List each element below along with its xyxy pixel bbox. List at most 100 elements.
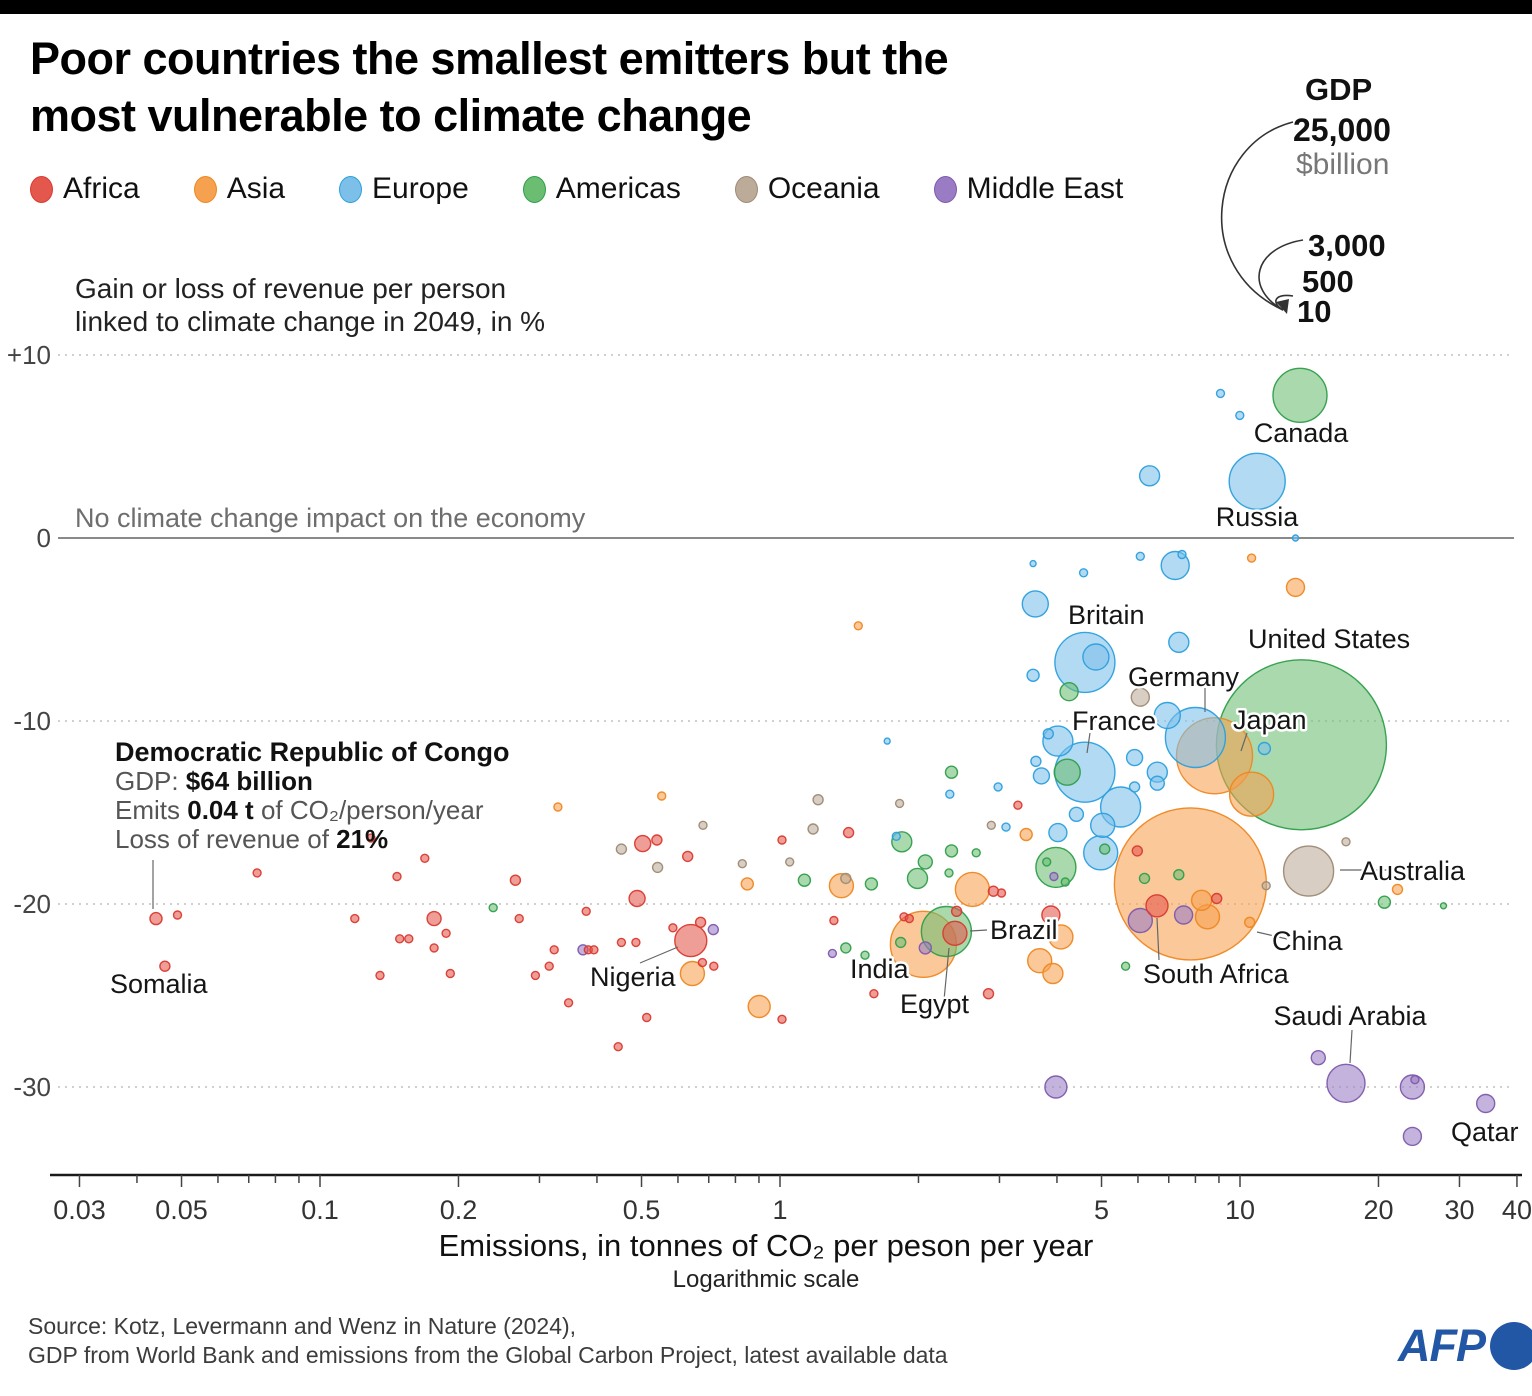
bubble	[860, 950, 870, 960]
bubble	[827, 948, 838, 959]
bubble	[904, 913, 914, 924]
bubble	[906, 867, 929, 890]
bubble	[1310, 1049, 1327, 1066]
source-line-2: GDP from World Bank and emissions from t…	[28, 1342, 948, 1368]
bubble	[668, 923, 678, 933]
bubble	[1261, 881, 1271, 891]
source-line-1: Source: Kotz, Levermann and Wenz in Natu…	[28, 1313, 577, 1339]
bubble	[657, 791, 667, 801]
bubble	[1125, 748, 1144, 767]
bubble	[1228, 771, 1275, 817]
leader-line	[1156, 917, 1160, 961]
bubble	[1210, 892, 1223, 905]
bubble	[613, 1041, 623, 1052]
bubble	[853, 621, 863, 631]
zero-line-note: No climate change impact on the economy	[75, 503, 586, 533]
bubble-qatar	[1475, 1093, 1496, 1114]
y-tick-+10: +10	[7, 340, 51, 370]
legend-item-oceania: Oceania	[734, 172, 880, 206]
bubble	[1138, 872, 1151, 885]
bubble	[1127, 907, 1154, 934]
bubble-south-africa	[1145, 894, 1169, 918]
bubble	[1173, 869, 1185, 881]
middle-east-dot-icon	[933, 175, 957, 203]
bubble	[1082, 643, 1110, 671]
country-label-qatar: Qatar	[1451, 1117, 1519, 1147]
bubble	[945, 789, 955, 799]
legend-item-middle-east: Middle East	[933, 172, 1124, 206]
bubble	[1291, 534, 1300, 542]
bubble	[895, 936, 907, 949]
bubble	[797, 873, 812, 887]
y-tick--20: -20	[13, 889, 51, 919]
bubble	[375, 970, 385, 981]
x-tick-label-0.2: 0.2	[440, 1195, 478, 1225]
country-label-australia: Australia	[1360, 856, 1466, 886]
legend-label: Americas	[555, 172, 681, 205]
leader-line	[1086, 732, 1091, 754]
bubble	[429, 943, 439, 953]
bubble	[581, 906, 591, 916]
bubble	[737, 859, 747, 869]
x-axis-label: Emissions, in tonnes of CO₂ per peson pe…	[438, 1228, 1094, 1263]
drc-annotation-loss: Loss of revenue of 21%	[115, 824, 389, 854]
bubble	[709, 961, 719, 971]
country-label-brazil: Brazil	[990, 915, 1058, 945]
bubble	[1341, 837, 1351, 847]
leader-line	[943, 947, 950, 1001]
bubble	[1138, 465, 1161, 487]
bubble	[172, 910, 183, 920]
bubble	[441, 928, 451, 938]
bubble	[1402, 1126, 1423, 1147]
x-tick-label-0.05: 0.05	[155, 1195, 208, 1225]
bubble	[918, 941, 932, 955]
bubble	[1029, 559, 1037, 568]
bubble	[840, 942, 852, 954]
legend-label: Middle East	[966, 172, 1124, 205]
bubble	[840, 872, 852, 885]
drc-annotation-gdp: GDP: $64 billion	[115, 766, 313, 796]
bubble	[982, 988, 995, 1000]
bubble	[1246, 553, 1257, 563]
leader-line	[969, 929, 988, 932]
bubble	[1042, 728, 1055, 740]
gdp-arrowhead	[1276, 299, 1289, 314]
legend-label: Asia	[226, 172, 286, 205]
bubble	[1001, 822, 1011, 832]
bubble	[777, 1014, 787, 1024]
bubble	[1168, 631, 1190, 653]
bubble	[1391, 883, 1404, 896]
africa-dot-icon	[30, 175, 53, 203]
bubble	[1048, 822, 1068, 843]
drc-annotation-emissions: Emits 0.04 t of CO₂/person/year	[115, 795, 484, 825]
drc-annotation: Democratic Republic of Congo GDP: $64 bi…	[115, 738, 545, 854]
bubble	[615, 843, 628, 855]
bubble	[634, 834, 652, 853]
bubble	[1041, 905, 1061, 925]
country-label-nigeria: Nigeria	[590, 962, 677, 992]
source-note: Source: Kotz, Levermann and Wenz in Natu…	[28, 1312, 948, 1370]
gdp-arc-3000	[1258, 239, 1304, 311]
bubble	[864, 877, 879, 891]
afp-globe-icon	[1490, 1322, 1532, 1370]
bubble	[616, 937, 627, 948]
bubble	[883, 737, 891, 745]
legend-label: Europe	[372, 172, 469, 205]
bubble	[842, 826, 855, 839]
country-label-japan: Japan	[1233, 705, 1307, 735]
country-label-canada: Canada	[1254, 418, 1350, 448]
bubble	[785, 857, 795, 867]
bubble-canada	[1272, 367, 1328, 423]
bubble	[252, 868, 262, 878]
bubble	[996, 888, 1007, 898]
bubble	[392, 871, 402, 882]
legend-item-americas: Americas	[522, 172, 681, 206]
gdp-legend-small: 500	[1302, 264, 1354, 299]
gdp-legend-title: GDP	[1305, 72, 1373, 107]
bubble	[697, 957, 708, 968]
legend-label: Oceania	[767, 172, 880, 205]
bubble	[1235, 410, 1245, 421]
x-tick-label-40: 40	[1502, 1195, 1532, 1225]
